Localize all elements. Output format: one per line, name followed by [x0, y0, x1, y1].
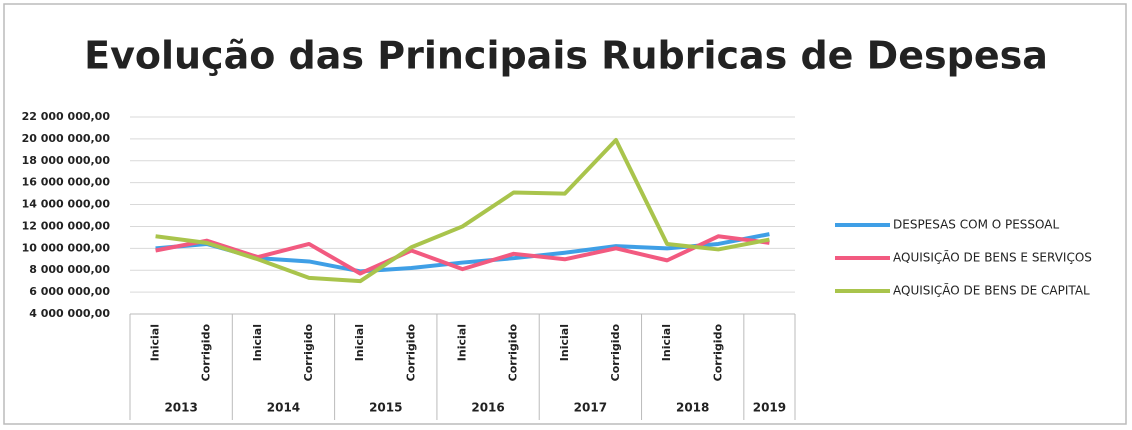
legend-label: AQUISIÇÃO DE BENS DE CAPITAL [893, 283, 1090, 298]
chart-title: Evolução das Principais Rubricas de Desp… [84, 34, 1048, 78]
x-tick-label: Inicial [251, 324, 264, 361]
group-label: 2019 [753, 401, 786, 415]
x-tick-label: Corrigido [711, 324, 724, 382]
series-line [155, 137, 770, 284]
x-tick-label: Inicial [660, 324, 673, 361]
x-tick-label: Corrigido [507, 324, 520, 382]
x-tick-label: Corrigido [404, 324, 417, 382]
x-tick-label: Inicial [149, 324, 162, 361]
group-label: 2018 [676, 401, 709, 415]
chart-frame [3, 3, 1127, 425]
group-label: 2017 [574, 401, 607, 415]
y-tick-label: 8 000 000,00 [29, 263, 110, 276]
y-tick-label: 14 000 000,00 [22, 198, 111, 211]
x-tick-label: Inicial [456, 324, 469, 361]
group-label: 2013 [164, 401, 197, 415]
legend-label: DESPESAS COM O PESSOAL [893, 218, 1059, 232]
y-tick-label: 18 000 000,00 [22, 154, 111, 167]
y-tick-label: 4 000 000,00 [29, 307, 110, 320]
x-tick-label: Corrigido [302, 324, 315, 382]
group-label: 2014 [267, 401, 300, 415]
x-tick-label: Inicial [558, 324, 571, 361]
legend-label: AQUISIÇÃO DE BENS E SERVIÇOS [893, 250, 1092, 265]
series-line [155, 234, 770, 276]
x-tick-label: Inicial [353, 324, 366, 361]
y-tick-label: 10 000 000,00 [22, 241, 111, 254]
y-tick-label: 6 000 000,00 [29, 285, 110, 298]
y-tick-label: 20 000 000,00 [22, 132, 111, 145]
x-tick-label: Corrigido [609, 324, 622, 382]
group-label: 2016 [471, 401, 504, 415]
y-tick-label: 16 000 000,00 [22, 176, 111, 189]
y-tick-label: 22 000 000,00 [22, 110, 111, 123]
y-tick-label: 12 000 000,00 [22, 219, 111, 232]
x-tick-label: Corrigido [200, 324, 213, 382]
group-label: 2015 [369, 401, 402, 415]
